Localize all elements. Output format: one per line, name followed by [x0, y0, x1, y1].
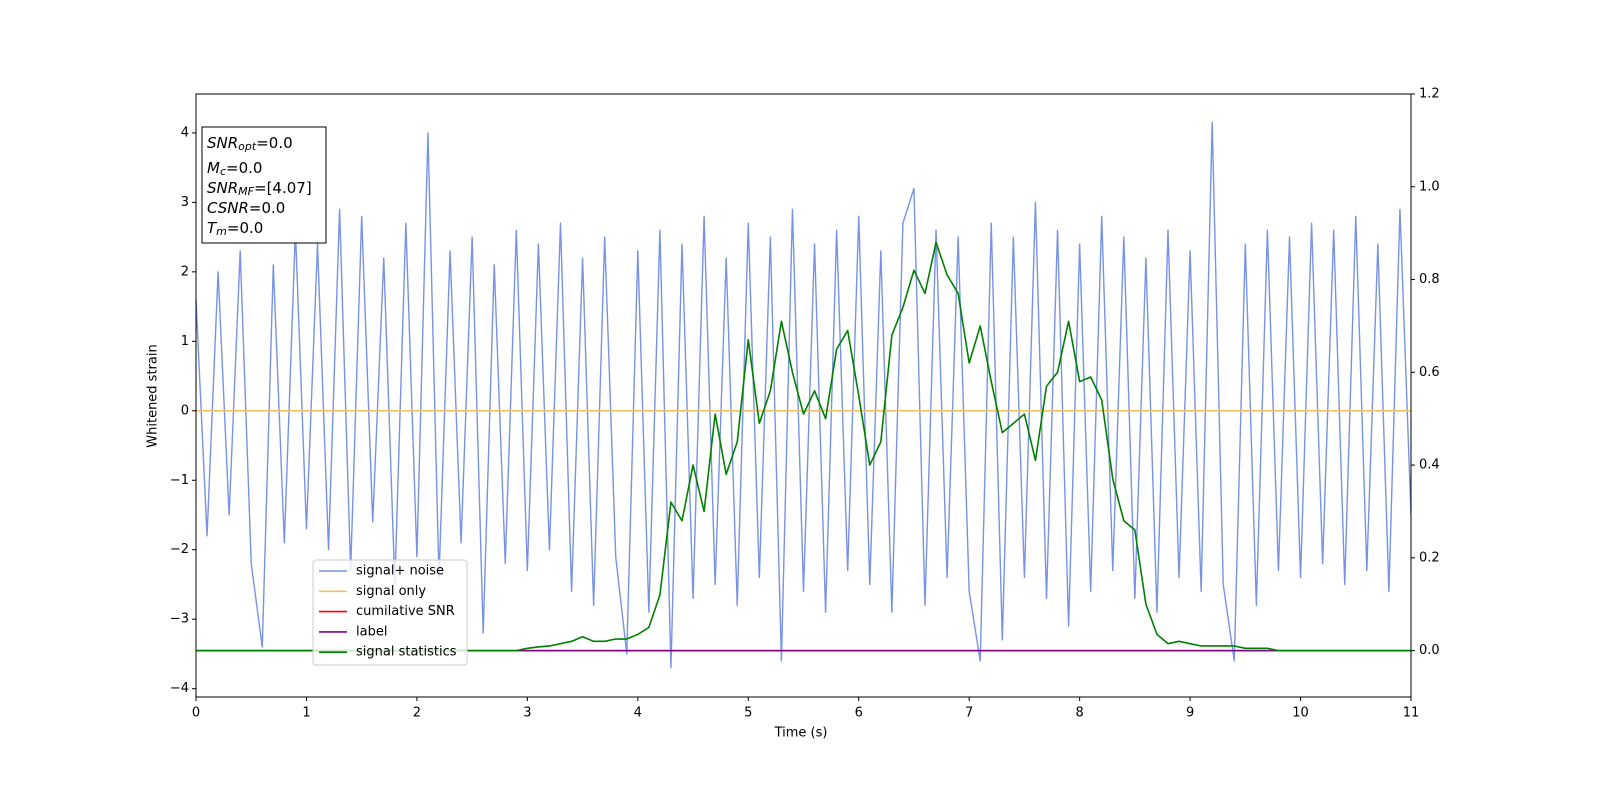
- x-tick-label: 2: [413, 706, 421, 721]
- y-axis-label: Whitened strain: [146, 344, 161, 447]
- legend-label: signal only: [356, 584, 426, 599]
- y2-tick-label: 0.8: [1419, 272, 1440, 287]
- y2-tick-label: 0.4: [1419, 458, 1440, 473]
- y2-tick-label: 0.0: [1419, 643, 1440, 658]
- y2-tick-label: 0.6: [1419, 365, 1440, 380]
- annotation-symbol: SNR: [207, 179, 238, 197]
- x-tick-label: 11: [1403, 706, 1420, 721]
- annotation-line: SNRMF=[4.07]: [207, 179, 312, 199]
- annotation-text: =0.0: [249, 199, 285, 217]
- annotation-subscript: m: [216, 225, 227, 238]
- x-tick-label: 3: [523, 706, 531, 721]
- annotation-symbol: SNR: [207, 134, 238, 152]
- y-tick-label: 4: [181, 125, 189, 140]
- y2-tick-label: 0.2: [1419, 550, 1440, 565]
- x-tick-label: 6: [855, 706, 863, 721]
- legend-label: signal+ noise: [356, 564, 444, 579]
- y2-tick-label: 1.0: [1419, 179, 1440, 194]
- y-tick-label: 1: [181, 334, 189, 349]
- annotation-text: =0.0: [256, 134, 292, 152]
- plot-frame: [195, 93, 1412, 698]
- y2-tick-label: 1.2: [1419, 87, 1440, 102]
- y-tick-label: 3: [181, 195, 189, 210]
- annotation-text: =[4.07]: [254, 179, 312, 197]
- annotation-line: Mc=0.0: [207, 159, 262, 179]
- annotation-symbol: M: [207, 159, 220, 177]
- annotation-frame: [201, 126, 327, 244]
- y-tick-label: −4: [170, 681, 189, 696]
- x-tick-label: 4: [634, 706, 642, 721]
- legend-label: cumilative SNR: [356, 604, 455, 619]
- annotation-line: SNRopt=0.0: [207, 134, 293, 154]
- annotation-box: SNRopt=0.0Mc=0.0SNRMF=[4.07]CSNR=0.0Tm=0…: [201, 126, 327, 244]
- legend: signal+ noise signal only cumilative SNR la…: [312, 559, 468, 666]
- y-tick-label: 2: [181, 264, 189, 279]
- annotation-subscript: opt: [238, 140, 257, 153]
- x-tick-label: 7: [965, 706, 973, 721]
- x-tick-label: 1: [302, 706, 310, 721]
- annotation-line: Tm=0.0: [207, 219, 263, 239]
- annotation-symbol: CSNR: [207, 199, 249, 217]
- x-tick-label: 8: [1075, 706, 1083, 721]
- annotation-subscript: MF: [238, 185, 254, 198]
- x-tick-label: 5: [744, 706, 752, 721]
- x-tick-label: 10: [1292, 706, 1309, 721]
- x-axis-label: Time (s): [774, 726, 828, 741]
- annotation-line: CSNR=0.0: [207, 199, 285, 217]
- legend-label: label: [356, 624, 387, 639]
- annotation-text: =0.0: [227, 219, 263, 237]
- x-tick-label: 0: [192, 706, 200, 721]
- y-tick-label: 0: [181, 403, 189, 418]
- annotation-text: =0.0: [226, 159, 262, 177]
- annotation-symbol: T: [207, 219, 218, 237]
- annotation-subscript: c: [220, 165, 226, 178]
- y-tick-label: −1: [170, 473, 189, 488]
- y-tick-label: −2: [170, 542, 189, 557]
- legend-frame: [312, 559, 468, 666]
- legend-label: signal statistics: [356, 645, 457, 660]
- y-tick-label: −3: [170, 612, 189, 627]
- x-tick-label: 9: [1186, 706, 1194, 721]
- series-line: [196, 121, 1411, 669]
